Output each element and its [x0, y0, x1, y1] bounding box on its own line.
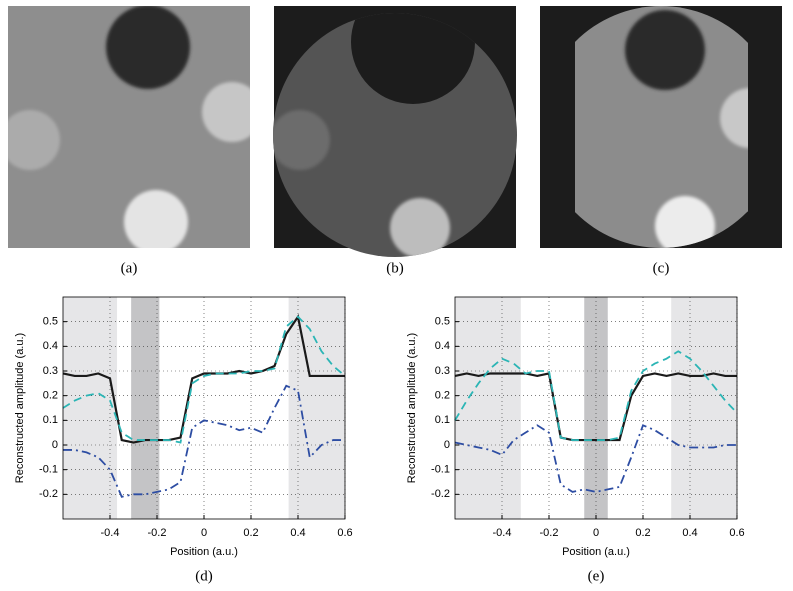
x-tick-label: -0.2 — [148, 527, 167, 539]
x-tick-label: 0.4 — [682, 527, 697, 539]
caption: (a) — [121, 260, 138, 276]
y-tick-label: 0.4 — [435, 340, 450, 352]
shaded-region — [584, 297, 608, 519]
shaded-region — [63, 297, 118, 519]
chart: -0.2 -0.1 0 0.1 0.2 0.3 0.4 0.5 -0.4 -0.2 0 0.2 0.4 0… — [406, 296, 745, 584]
y-tick-label: 0.3 — [43, 365, 58, 377]
x-tick-label: 0.6 — [337, 527, 352, 539]
caption: (d) — [195, 568, 213, 584]
plot-frame — [62, 296, 346, 520]
y-tick-label: 0 — [52, 439, 58, 451]
y-tick-label: 0.4 — [43, 340, 58, 352]
chart: -0.2 -0.1 0 0.1 0.2 0.3 0.4 0.5 -0.4 -0.2 0 0.2 0.4 0… — [14, 296, 353, 584]
data-line — [454, 372, 737, 442]
data-line — [63, 384, 345, 498]
shaded-region — [671, 297, 737, 519]
caption: (b) — [386, 260, 404, 276]
y-axis-label: Reconstructed amplitude (a.u.) — [406, 333, 418, 483]
x-tick-label: 0.6 — [729, 527, 744, 539]
image-b — [273, 6, 517, 257]
data-line — [454, 424, 737, 493]
y-tick-label: 0.2 — [435, 390, 450, 402]
y-tick-label: 0.1 — [43, 414, 58, 426]
data-line — [62, 315, 346, 444]
x-tick-label: 0 — [201, 527, 207, 539]
x-tick-label: 0.2 — [635, 527, 650, 539]
shaded-region — [455, 297, 521, 519]
image-a — [8, 6, 250, 248]
y-tick-label: 0.3 — [435, 365, 450, 377]
y-tick-label: -0.2 — [39, 488, 58, 500]
shaded-region — [131, 297, 160, 519]
image-c — [540, 6, 782, 248]
y-tick-label: 0 — [444, 439, 450, 451]
y-tick-label: -0.2 — [431, 488, 450, 500]
x-tick-label: -0.4 — [101, 527, 120, 539]
y-tick-label: 0.2 — [43, 390, 58, 402]
y-tick-label: 0.5 — [435, 316, 450, 328]
x-axis-label: Position (a.u.) — [170, 546, 238, 558]
y-tick-label: -0.1 — [39, 464, 58, 476]
y-axis-label: Reconstructed amplitude (a.u.) — [14, 333, 26, 483]
x-axis-label: Position (a.u.) — [562, 546, 630, 558]
data-line — [454, 350, 738, 441]
y-tick-label: 0.1 — [435, 414, 450, 426]
x-tick-label: -0.2 — [540, 527, 559, 539]
x-tick-label: 0 — [593, 527, 599, 539]
caption: (c) — [653, 260, 670, 276]
x-tick-label: 0.2 — [243, 527, 258, 539]
shaded-region — [288, 297, 345, 519]
x-tick-label: -0.4 — [493, 527, 512, 539]
x-tick-label: 0.4 — [290, 527, 305, 539]
caption: (e) — [588, 568, 605, 584]
y-tick-label: 0.5 — [43, 316, 58, 328]
plot-frame — [454, 296, 738, 520]
y-tick-label: -0.1 — [431, 464, 450, 476]
